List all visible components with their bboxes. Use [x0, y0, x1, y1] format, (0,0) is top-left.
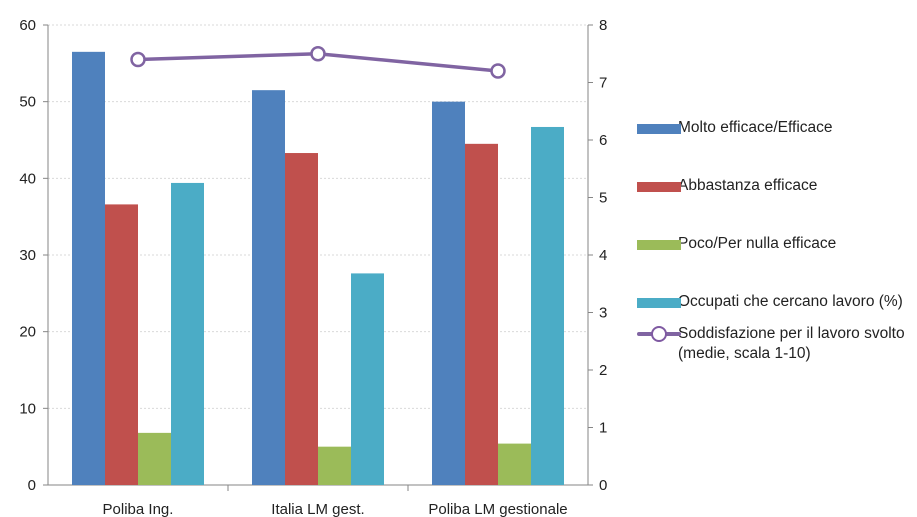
bar — [105, 204, 138, 485]
y-right-tick-label: 6 — [599, 132, 607, 149]
bar — [138, 432, 171, 485]
y-right-tick-label: 8 — [599, 17, 607, 34]
y-right-tick-label: 3 — [599, 305, 607, 322]
bar — [285, 153, 318, 486]
bar — [171, 182, 204, 485]
legend-item-soddisfazione: Soddisfazione per il lavoro svolto (medi… — [630, 324, 908, 364]
y-left-tick-label: 0 — [28, 477, 36, 494]
legend-label: Poco/Per nulla efficace — [678, 235, 837, 252]
bar — [432, 101, 465, 486]
legend-item-molto-efficace: Molto efficace/Efficace — [630, 118, 915, 138]
legend: Molto efficace/Efficace Abbastanza effic… — [630, 118, 915, 364]
line-point — [310, 46, 326, 62]
legend-label: Abbastanza efficace — [678, 177, 818, 194]
x-tick-label: Poliba Ing. — [103, 501, 174, 517]
line-point — [130, 51, 146, 68]
y-left-tick-label: 60 — [19, 17, 36, 34]
bar — [351, 273, 384, 485]
legend-item-abbastanza-efficace: Abbastanza efficace — [630, 176, 915, 196]
legend-swatch — [637, 298, 681, 308]
bar — [252, 90, 285, 486]
y-left-tick-label: 20 — [19, 324, 36, 341]
legend-marker-icon — [651, 326, 667, 342]
y-left-tick-label: 50 — [19, 94, 36, 111]
y-left-tick-label: 30 — [19, 247, 36, 264]
y-right-tick-label: 4 — [599, 247, 607, 264]
y-left-tick-label: 40 — [19, 170, 36, 187]
legend-label: Molto efficace/Efficace — [678, 119, 833, 136]
legend-item-poco-efficace: Poco/Per nulla efficace — [630, 234, 915, 254]
y-right-tick-label: 0 — [599, 477, 607, 494]
y-left-tick-label: 10 — [19, 400, 36, 417]
bar — [498, 443, 531, 485]
legend-swatch — [637, 240, 681, 250]
y-right-tick-label: 5 — [599, 190, 607, 207]
bar — [531, 126, 564, 485]
y-right-tick-label: 1 — [599, 420, 607, 437]
line-point — [490, 63, 506, 79]
bar — [72, 51, 105, 485]
bar — [318, 446, 351, 485]
legend-label: Soddisfazione per il lavoro svolto (medi… — [678, 325, 905, 362]
legend-swatch — [637, 124, 681, 134]
x-tick-label: Poliba LM gestionale — [428, 501, 567, 517]
x-tick-label: Italia LM gest. — [271, 501, 364, 517]
legend-swatch — [637, 182, 681, 192]
bar — [465, 143, 498, 486]
legend-label: Occupati che cercano lavoro (%) — [678, 293, 903, 310]
legend-item-occupati: Occupati che cercano lavoro (%) — [630, 292, 908, 312]
y-right-tick-label: 7 — [599, 75, 607, 92]
y-right-tick-label: 2 — [599, 362, 607, 379]
